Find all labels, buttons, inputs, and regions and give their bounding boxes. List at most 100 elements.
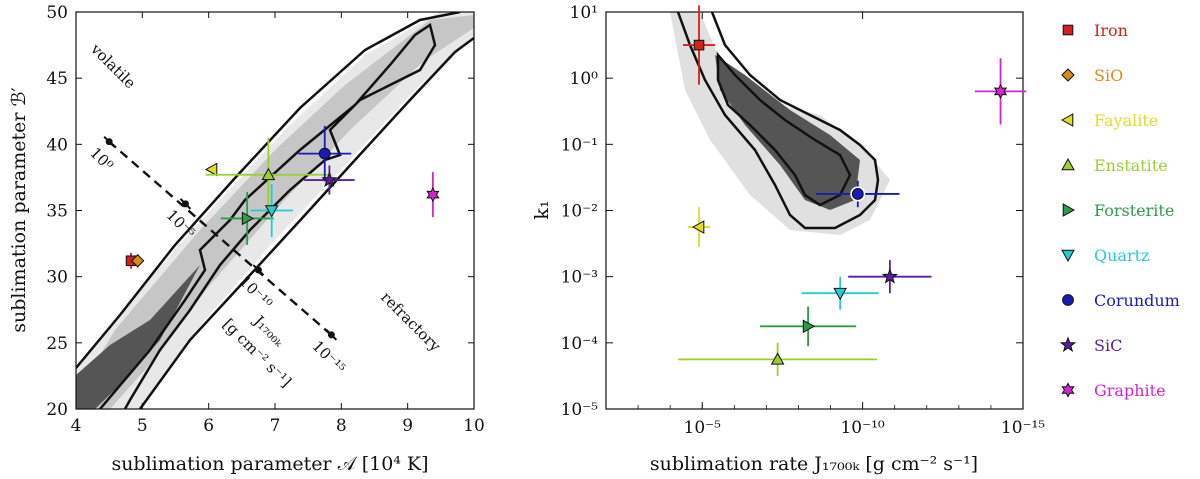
right-marker-graphite bbox=[993, 83, 1008, 100]
legend-marker-sio bbox=[1061, 68, 1075, 82]
legend-item-forsterite: Forsterite bbox=[1062, 201, 1174, 220]
left-marker-fayalite bbox=[204, 162, 218, 177]
left-marker-sio bbox=[130, 254, 145, 268]
left-y-tick-label: 30 bbox=[46, 268, 68, 288]
left-contour-inner bbox=[99, 22, 437, 409]
right-x-axis-label: sublimation rate J₁₇₀₀ₖ [g cm⁻² s⁻¹] bbox=[650, 453, 978, 475]
legend-label-sio: SiO bbox=[1094, 66, 1123, 85]
left-x-tick-label: 6 bbox=[203, 416, 214, 436]
right-point-quartz bbox=[801, 276, 879, 310]
right-point-sic bbox=[848, 260, 932, 294]
left-point-sio bbox=[130, 254, 145, 268]
left-points bbox=[125, 125, 440, 269]
legend-label-corundum: Corundum bbox=[1094, 291, 1180, 310]
right-y-tick-label: 10⁻¹ bbox=[561, 135, 598, 155]
legend-item-sio: SiO bbox=[1061, 66, 1123, 85]
left-y-tick-label: 25 bbox=[46, 334, 68, 354]
right-point-fayalite bbox=[687, 207, 711, 247]
rate-line-dot bbox=[105, 138, 113, 146]
left-point-quartz bbox=[250, 184, 293, 237]
left-x-tick-label: 4 bbox=[71, 416, 82, 436]
legend-item-enstatite: Enstatite bbox=[1061, 156, 1168, 175]
rate-line-dashed bbox=[108, 140, 333, 336]
legend-label-enstatite: Enstatite bbox=[1094, 156, 1168, 175]
right-y-tick-label: 10⁻⁵ bbox=[561, 400, 599, 420]
legend-marker-quartz bbox=[1061, 249, 1075, 263]
right-marker-enstatite bbox=[770, 352, 785, 365]
right-point-forsterite bbox=[759, 306, 857, 347]
right-marker-quartz bbox=[833, 287, 848, 301]
left-x-tick-label: 7 bbox=[270, 416, 281, 436]
right-y-axis-label: k₁ bbox=[531, 200, 553, 219]
right-density-background bbox=[670, 12, 890, 235]
left-y-tick-label: 45 bbox=[46, 69, 68, 89]
left-annot-volatile: volatile bbox=[86, 39, 139, 92]
left-marker-quartz bbox=[264, 205, 279, 218]
left-x-axis-label: sublimation parameter 𝒜 [10⁴ K] bbox=[111, 453, 428, 475]
right-contour-outer bbox=[676, 12, 880, 230]
right-contour-inner bbox=[716, 51, 852, 207]
right-y-tick-label: 10⁻² bbox=[561, 202, 598, 222]
legend-item-iron: Iron bbox=[1062, 21, 1128, 40]
rate-line-label: 10⁰ bbox=[86, 144, 116, 174]
rate-line-label: 10⁻¹⁵ bbox=[309, 337, 349, 377]
legend-item-fayalite: Fayalite bbox=[1060, 111, 1158, 130]
left-point-graphite bbox=[426, 172, 440, 218]
right-y-tick-label: 10¹ bbox=[570, 3, 598, 23]
left-annot-refractory: refractory bbox=[377, 288, 444, 355]
right-point-graphite bbox=[974, 58, 1027, 125]
left-point-fayalite bbox=[204, 162, 218, 177]
legend-marker-enstatite bbox=[1061, 157, 1075, 171]
rate-line-label: 10⁻¹⁰ bbox=[236, 272, 276, 312]
left-marker-corundum bbox=[318, 147, 331, 160]
right-x-tick-label: 10⁻¹⁵ bbox=[1001, 418, 1045, 438]
legend-label-sic: SiC bbox=[1094, 336, 1122, 355]
left-x-tick-label: 10 bbox=[463, 416, 485, 436]
right-x-tick-label: 10⁻¹⁰ bbox=[840, 418, 884, 438]
left-point-sic bbox=[304, 165, 355, 195]
legend-item-sic: SiC bbox=[1059, 336, 1122, 355]
left-x-tick-label: 8 bbox=[336, 416, 347, 436]
right-point-corundum bbox=[816, 180, 900, 208]
left-density-core bbox=[76, 265, 200, 409]
left-point-enstatite bbox=[205, 137, 332, 212]
legend-label-graphite: Graphite bbox=[1094, 381, 1166, 400]
left-x-tick-label: 5 bbox=[137, 416, 148, 436]
legend-marker-iron bbox=[1062, 24, 1074, 36]
left-marker-forsterite bbox=[241, 211, 255, 226]
legend-item-corundum: Corundum bbox=[1062, 291, 1180, 310]
left-marker-enstatite bbox=[261, 167, 276, 181]
left-y-tick-label: 40 bbox=[46, 135, 68, 155]
right-y-tick-label: 10⁰ bbox=[570, 69, 599, 89]
legend-marker-graphite bbox=[1061, 382, 1075, 398]
right-marker-corundum bbox=[851, 188, 864, 200]
right-y-tick-label: 10⁻³ bbox=[561, 268, 598, 288]
left-point-forsterite bbox=[220, 191, 274, 245]
left-x-tick-label: 9 bbox=[402, 416, 413, 436]
left-marker-graphite bbox=[426, 186, 440, 203]
legend-label-iron: Iron bbox=[1094, 21, 1128, 40]
legend: Iron SiO Fayalite Enstatite Forsterite Quartz… bbox=[1059, 21, 1180, 400]
right-point-iron bbox=[682, 5, 716, 85]
left-point-corundum bbox=[298, 125, 352, 182]
right-x-tick-label: 10⁻⁵ bbox=[684, 418, 722, 438]
legend-marker-sic bbox=[1059, 336, 1077, 352]
left-y-tick-label: 35 bbox=[46, 202, 68, 222]
legend-label-fayalite: Fayalite bbox=[1094, 111, 1158, 130]
left-y-axis-label: sublimation parameter ℬ′ bbox=[8, 87, 30, 333]
rate-line-dot bbox=[181, 200, 189, 208]
legend-item-quartz: Quartz bbox=[1061, 246, 1149, 265]
right-marker-fayalite bbox=[691, 220, 705, 234]
rate-line-dot bbox=[327, 331, 335, 339]
right-points bbox=[678, 5, 1027, 376]
rate-line-dot bbox=[254, 266, 262, 274]
right-marker-sic bbox=[881, 268, 899, 284]
right-marker-forsterite bbox=[802, 319, 816, 334]
left-y-tick-label: 20 bbox=[46, 400, 68, 420]
legend-label-quartz: Quartz bbox=[1094, 246, 1149, 265]
legend-label-forsterite: Forsterite bbox=[1094, 201, 1174, 220]
right-density-core bbox=[715, 55, 860, 210]
right-ticks: 10⁻⁵ 10⁻¹⁰ 10⁻¹⁵ 10⁻⁵ 10⁻⁴ 10⁻³ 10⁻² 10⁻¹ 10⁰ 10¹ bbox=[561, 3, 1046, 438]
left-y-tick-label: 50 bbox=[46, 3, 68, 23]
